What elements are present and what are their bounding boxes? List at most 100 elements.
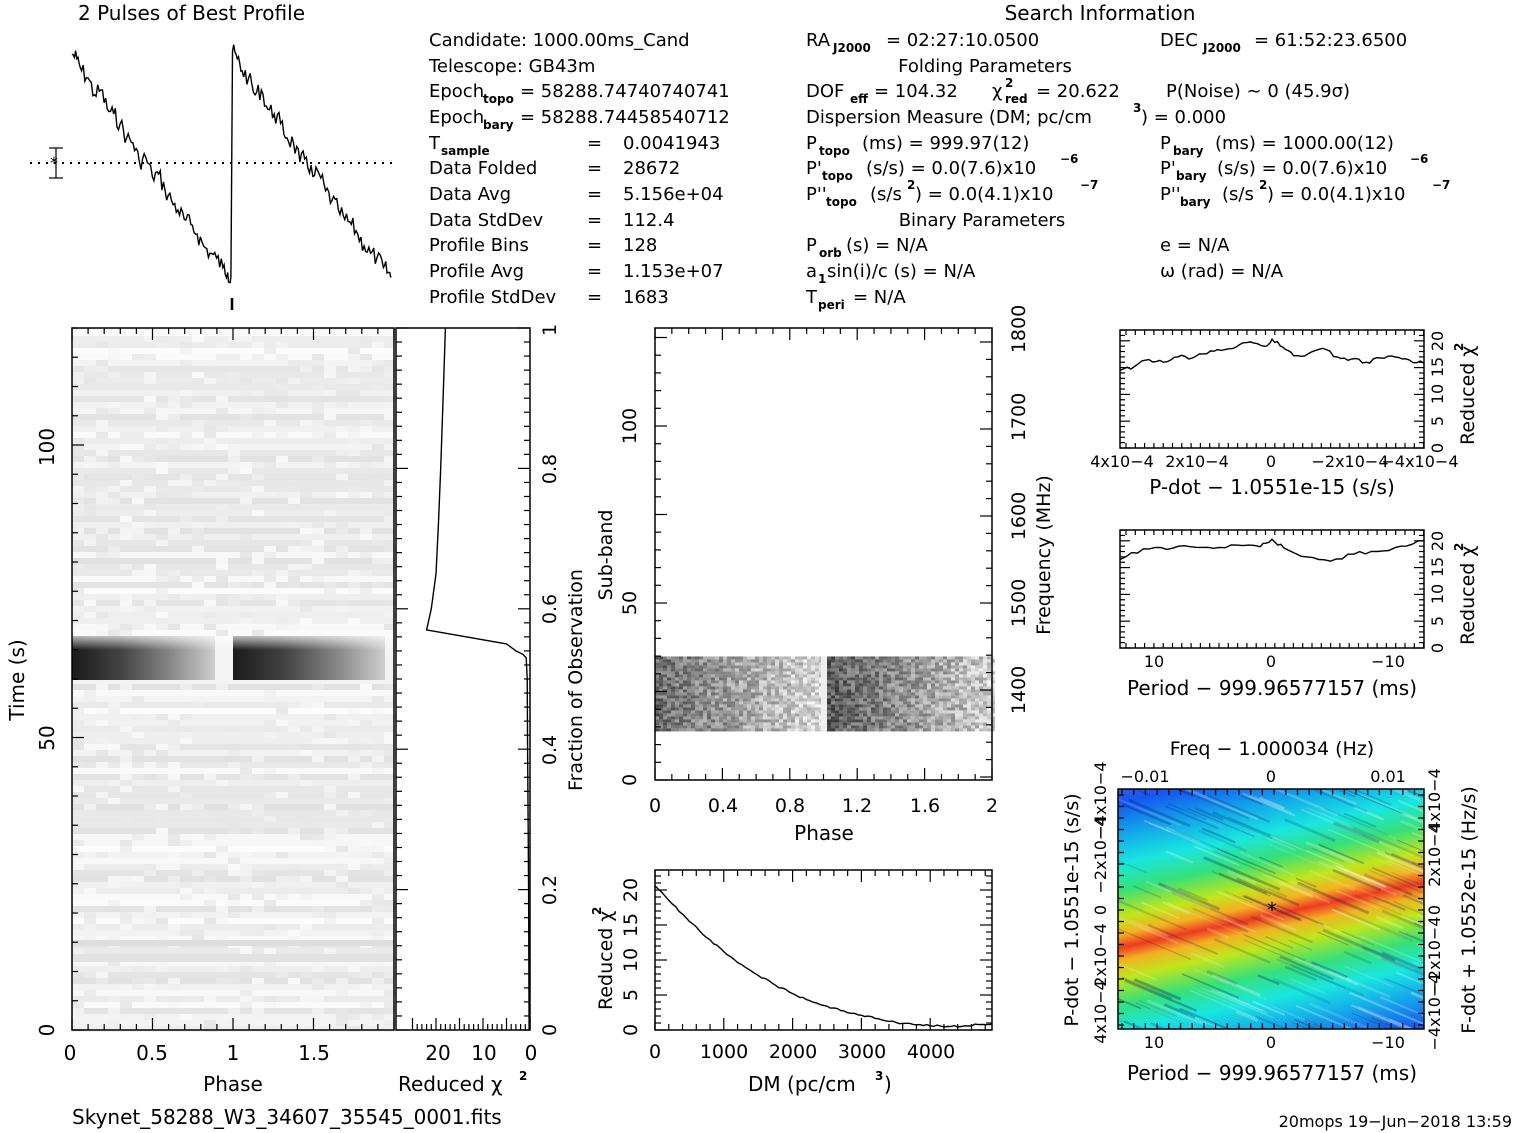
- tp-ytick: 100: [35, 428, 59, 466]
- svg-text:=: =: [587, 261, 602, 282]
- svg-text:bary: bary: [1173, 144, 1204, 158]
- dm-xtick: 2000: [769, 1041, 817, 1063]
- svg-text:*: *: [50, 153, 58, 172]
- svg-text:bary: bary: [483, 118, 514, 132]
- tp-xtick: 0: [64, 1041, 77, 1065]
- svg-text:28672: 28672: [623, 158, 680, 179]
- svg-text:=: =: [587, 158, 602, 179]
- tp-ytick: 50: [35, 725, 59, 750]
- pd-ytick: 5: [1428, 416, 1447, 426]
- map-y2tick: 0: [1425, 905, 1444, 915]
- svg-text:Epoch: Epoch: [429, 81, 484, 102]
- dm-ytick: 5: [620, 989, 642, 1001]
- dm-ytick: 0: [620, 1024, 642, 1036]
- dm-xtick: 4000: [907, 1041, 955, 1063]
- map-ytick: 0: [1091, 905, 1110, 915]
- profile-title: 2 Pulses of Best Profile: [78, 1, 305, 25]
- time-chi2-panel: 20 10 0 Reduced χ 2 0 0.2 0.4 0.6 0.8 1 …: [395, 324, 587, 1096]
- pd-ytick: 20: [1428, 331, 1447, 351]
- subband-panel: 0 0.4 0.8 1.2 1.6 2 Phase 0 50 100 Sub-b…: [595, 305, 1055, 845]
- sb-y2tick: 1800: [1008, 305, 1030, 353]
- best-candidate-marker: *: [1267, 898, 1277, 922]
- pddot-bary: P'' bary (s/s 2 ) = 0.0(4.1)x10 −7: [1160, 178, 1450, 209]
- svg-text:P: P: [806, 235, 817, 256]
- sb-xtick: 2: [986, 795, 998, 817]
- svg-text:Profile Avg: Profile Avg: [429, 261, 524, 282]
- tc-ytick: 1: [539, 324, 561, 336]
- sb-xtick: 0: [649, 795, 661, 817]
- pe-ytick: 15: [1428, 557, 1447, 577]
- a1-sini: a 1 sin(i)/c (s) = N/A: [806, 261, 976, 286]
- dm-panel: 0 1000 2000 3000 4000 DM (pc/cm 3 ) 0 5 …: [590, 869, 993, 1096]
- pdot-topo: P' topo (s/s) = 0.0(7.6)x10 −6: [806, 152, 1078, 183]
- map-x2tick: 0.01: [1370, 767, 1406, 786]
- svg-text:Data Folded: Data Folded: [429, 158, 537, 179]
- p-orb: P orb (s) = N/A: [806, 235, 928, 260]
- pe-xtick: 0: [1266, 652, 1276, 671]
- pe-ylabel: Reduced χ 2: [1452, 543, 1479, 645]
- map-y2tick: −4x10−4: [1425, 974, 1444, 1051]
- svg-text:(ms) = 1000.00(12): (ms) = 1000.00(12): [1215, 133, 1394, 154]
- map-y2tick: −2x10−4: [1425, 917, 1444, 994]
- search-info-title: Search Information: [1005, 1, 1196, 25]
- pdot-period-map-panel: * Freq − 1.000034 (Hz) −0.01 0 0.01 10 0…: [1061, 738, 1480, 1085]
- time-phase-noise: [72, 330, 396, 1032]
- dm-ylabel: Reduced χ 2: [590, 907, 617, 1010]
- tp-ylabel: Time (s): [5, 639, 29, 721]
- svg-text:P': P': [1160, 158, 1176, 179]
- tc-ylabel: Fraction of Observation: [565, 569, 587, 791]
- sb-xtick: 1.6: [910, 795, 940, 817]
- tp-xlabel: Phase: [203, 1072, 263, 1096]
- svg-text:2: 2: [1259, 178, 1267, 192]
- subband-noise: [655, 656, 995, 732]
- svg-text:Profile StdDev: Profile StdDev: [429, 287, 557, 308]
- pe-ytick: 20: [1428, 531, 1447, 551]
- time-chi2-frame: [395, 327, 531, 1031]
- tp-xtick: 1.5: [298, 1041, 330, 1065]
- svg-text:P': P': [806, 158, 822, 179]
- time-chi2-curve: [425, 327, 530, 1031]
- pdot-period-image: [1118, 789, 1424, 1029]
- profile-avg: Profile Avg = 1.153e+07: [429, 261, 724, 282]
- svg-text:1: 1: [818, 272, 826, 286]
- dm-ytick: 20: [620, 878, 642, 902]
- filename: Skynet_58288_W3_34607_35545_0001.fits: [72, 1105, 502, 1129]
- sb-y2tick: 1700: [1008, 393, 1030, 441]
- sb-ytick: 0: [619, 774, 641, 786]
- map-ylabel: P-dot − 1.0551e-15 (s/s): [1061, 793, 1083, 1026]
- pd-xlabel: P-dot − 1.0551e-15 (s/s): [1149, 475, 1395, 499]
- svg-text:J2000: J2000: [1202, 41, 1241, 55]
- map-y2tick: 2x10−4: [1425, 823, 1444, 887]
- tc-ytick: 0.2: [539, 875, 561, 905]
- map-xlabel: Period − 999.96577157 (ms): [1127, 1061, 1417, 1085]
- sb-xlabel: Phase: [794, 821, 854, 845]
- svg-text:Data Avg: Data Avg: [429, 184, 511, 205]
- svg-text:) = 0.000: ) = 0.000: [1141, 107, 1226, 128]
- pd-xtick: 0: [1266, 452, 1276, 471]
- svg-text:bary: bary: [1180, 195, 1211, 209]
- svg-text:topo: topo: [819, 144, 850, 158]
- svg-text:(s/s: (s/s: [870, 184, 902, 205]
- svg-text:DOF: DOF: [806, 81, 844, 102]
- pd-ytick: 15: [1428, 357, 1447, 377]
- sb-ytick: 100: [619, 408, 641, 444]
- svg-text:) = 0.0(4.1)x10: ) = 0.0(4.1)x10: [915, 184, 1053, 205]
- pe-ytick: 10: [1428, 584, 1447, 604]
- pd-xtick: −4x10−4: [1382, 452, 1459, 471]
- tc-xtick: 0: [525, 1041, 538, 1065]
- svg-text:0.0041943: 0.0041943: [623, 133, 720, 154]
- dm-ytick: 15: [620, 913, 642, 937]
- pe-ytick: 0: [1428, 643, 1447, 653]
- svg-text:= 58288.74458540712: = 58288.74458540712: [520, 107, 730, 128]
- svg-text:2: 2: [519, 1069, 527, 1083]
- period-panel: 10 0 −10 Period − 999.96577157 (ms) 0 5 …: [1119, 529, 1479, 700]
- map-ytick: 2x10−4: [1091, 923, 1110, 987]
- sb-xtick: 0.4: [708, 795, 738, 817]
- t-peri: T peri = N/A: [805, 287, 906, 312]
- svg-text:bary: bary: [1176, 169, 1207, 183]
- svg-text:Reduced χ: Reduced χ: [595, 911, 617, 1010]
- binary-title: Binary Parameters: [899, 210, 1066, 231]
- svg-text:=: =: [587, 184, 602, 205]
- sb-y2label: Frequency (MHz): [1033, 475, 1055, 635]
